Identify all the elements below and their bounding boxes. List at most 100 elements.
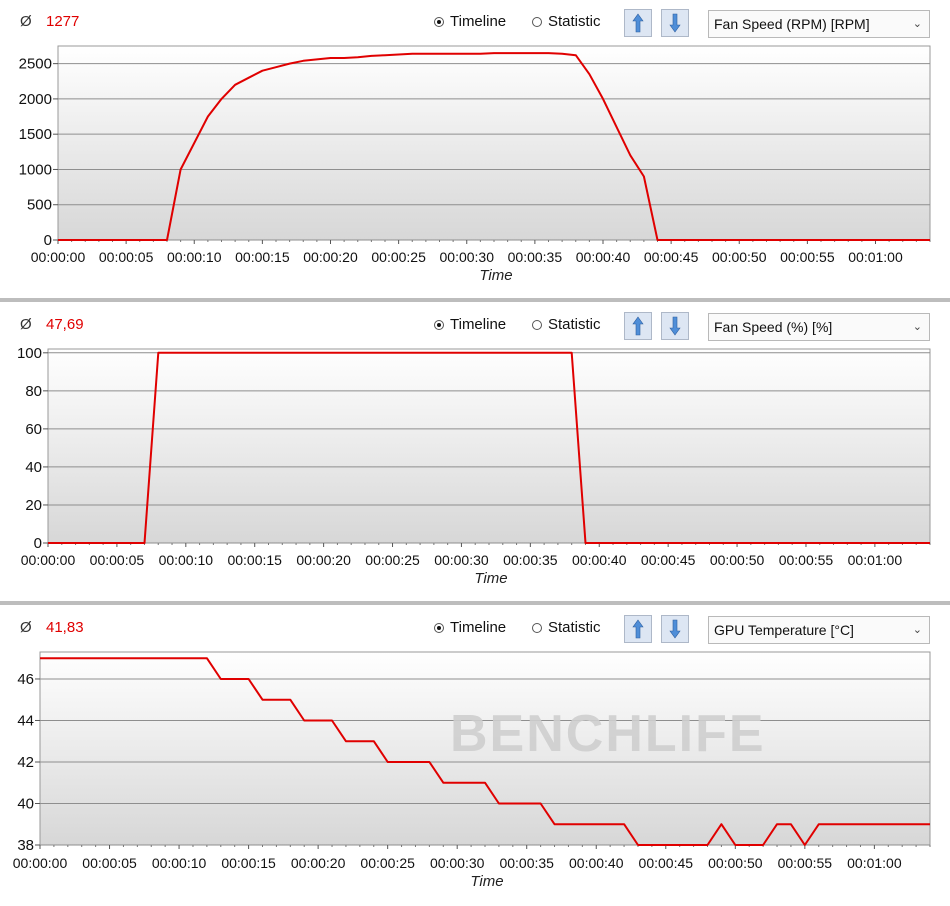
y-tick-label: 44 <box>17 712 34 729</box>
series-line <box>48 351 930 544</box>
y-tick-label: 38 <box>17 837 34 854</box>
chevron-down-icon: ⌄ <box>912 321 922 333</box>
move-up-button[interactable] <box>624 615 652 643</box>
radio-selected-icon <box>434 319 444 330</box>
metric-select-value: Fan Speed (%) [%] <box>714 319 833 335</box>
x-tick-label: 00:00:40 <box>572 552 627 568</box>
x-tick-label: 00:00:50 <box>708 855 763 871</box>
panel-toolbar: Ø 41,83 Timeline Statistic GPU Temperatu… <box>0 606 950 646</box>
arrow-up-icon <box>632 13 644 33</box>
timeline-radio[interactable]: Timeline <box>434 13 506 30</box>
x-tick-label: 00:00:15 <box>221 855 276 871</box>
y-tick-label: 500 <box>27 197 52 214</box>
x-tick-label: 00:00:50 <box>712 249 767 265</box>
statistic-label: Statistic <box>548 13 601 30</box>
timeline-radio[interactable]: Timeline <box>434 619 506 636</box>
x-tick-label: 00:00:35 <box>503 552 558 568</box>
x-axis-title: Time <box>470 873 503 890</box>
fan-percent-chart: 0 20 40 60 80 100 00:00:00 00:00:05 00:00:10 00:0… <box>17 345 931 587</box>
x-tick-label: 00:00:20 <box>303 249 358 265</box>
panel-divider <box>0 601 950 605</box>
x-tick-label: 00:00:00 <box>31 249 86 265</box>
statistic-radio[interactable]: Statistic <box>532 13 601 30</box>
chevron-down-icon: ⌄ <box>912 18 922 30</box>
plot-area <box>47 348 931 544</box>
x-tick-label: 00:00:25 <box>365 552 420 568</box>
plot-area <box>57 45 931 241</box>
series-line <box>40 657 930 846</box>
x-tick-label: 00:00:40 <box>569 855 624 871</box>
metric-select[interactable]: Fan Speed (RPM) [RPM] ⌄ <box>708 10 930 38</box>
average-value: 47,69 <box>46 316 84 333</box>
x-tick-label: 00:00:05 <box>99 249 154 265</box>
move-down-button[interactable] <box>661 312 689 340</box>
x-tick-label: 00:00:30 <box>434 552 489 568</box>
x-axis-title: Time <box>479 267 512 284</box>
gpu-temp-chart: 38 40 42 44 46 00:00:00 00:00:05 00:00:10 00:00:… <box>13 651 931 890</box>
x-tick-label: 00:00:35 <box>499 855 554 871</box>
y-tick-label: 100 <box>17 345 42 362</box>
y-tick-label: 42 <box>17 754 34 771</box>
x-tick-label: 00:01:00 <box>848 552 903 568</box>
average-symbol: Ø <box>20 316 32 333</box>
panel-gpu-temp: Ø 41,83 Timeline Statistic GPU Temperatu… <box>0 606 950 906</box>
y-tick-label: 0 <box>34 535 42 552</box>
x-tick-label: 00:00:20 <box>296 552 351 568</box>
arrow-down-icon <box>669 619 681 639</box>
y-tick-label: 20 <box>25 497 42 514</box>
x-tick-label: 00:00:05 <box>82 855 137 871</box>
timeline-label: Timeline <box>450 13 507 30</box>
chevron-down-icon: ⌄ <box>912 624 922 636</box>
move-up-button[interactable] <box>624 312 652 340</box>
panel-toolbar: Ø 1277 Timeline Statistic Fan Speed (RPM… <box>0 0 950 40</box>
timeline-label: Timeline <box>450 619 507 636</box>
timeline-radio[interactable]: Timeline <box>434 316 506 333</box>
radio-unselected-icon <box>532 622 542 633</box>
move-down-button[interactable] <box>661 9 689 37</box>
x-tick-label: 00:00:30 <box>430 855 485 871</box>
panel-fan-percent: Ø 47,69 Timeline Statistic Fan Speed (%)… <box>0 303 950 603</box>
x-tick-label: 00:00:15 <box>235 249 290 265</box>
x-tick-label: 00:00:30 <box>440 249 495 265</box>
x-tick-label: 00:00:10 <box>167 249 222 265</box>
timeline-label: Timeline <box>450 316 507 333</box>
statistic-radio[interactable]: Statistic <box>532 619 601 636</box>
arrow-up-icon <box>632 619 644 639</box>
average-symbol: Ø <box>20 619 32 636</box>
move-up-button[interactable] <box>624 9 652 37</box>
arrow-up-icon <box>632 316 644 336</box>
x-tick-label: 00:00:55 <box>780 249 835 265</box>
y-tick-label: 1500 <box>19 126 52 143</box>
panel-fan-rpm: Ø 1277 Timeline Statistic Fan Speed (RPM… <box>0 0 950 300</box>
arrow-down-icon <box>669 316 681 336</box>
x-tick-label: 00:00:35 <box>508 249 563 265</box>
metric-select-value: Fan Speed (RPM) [RPM] <box>714 16 870 32</box>
x-tick-label: 00:00:45 <box>639 855 694 871</box>
radio-selected-icon <box>434 16 444 27</box>
y-tick-label: 40 <box>25 459 42 476</box>
x-tick-label: 00:00:00 <box>13 855 68 871</box>
y-tick-label: 2000 <box>19 91 52 108</box>
move-down-button[interactable] <box>661 615 689 643</box>
x-tick-label: 00:00:40 <box>576 249 631 265</box>
x-tick-label: 00:00:05 <box>90 552 145 568</box>
x-tick-label: 00:00:25 <box>360 855 415 871</box>
arrow-down-icon <box>669 13 681 33</box>
statistic-radio[interactable]: Statistic <box>532 316 601 333</box>
plot-area <box>39 651 931 846</box>
average-value: 41,83 <box>46 619 84 636</box>
metric-select[interactable]: GPU Temperature [°C] ⌄ <box>708 616 930 644</box>
radio-unselected-icon <box>532 16 542 27</box>
y-tick-label: 46 <box>17 671 34 688</box>
panel-divider <box>0 298 950 302</box>
x-axis-title: Time <box>474 570 507 587</box>
statistic-label: Statistic <box>548 316 601 333</box>
x-tick-label: 00:01:00 <box>848 249 903 265</box>
x-tick-label: 00:00:20 <box>291 855 346 871</box>
metric-select[interactable]: Fan Speed (%) [%] ⌄ <box>708 313 930 341</box>
radio-selected-icon <box>434 622 444 633</box>
y-tick-label: 0 <box>44 232 52 249</box>
statistic-label: Statistic <box>548 619 601 636</box>
y-tick-label: 60 <box>25 421 42 438</box>
x-tick-label: 00:00:10 <box>159 552 214 568</box>
